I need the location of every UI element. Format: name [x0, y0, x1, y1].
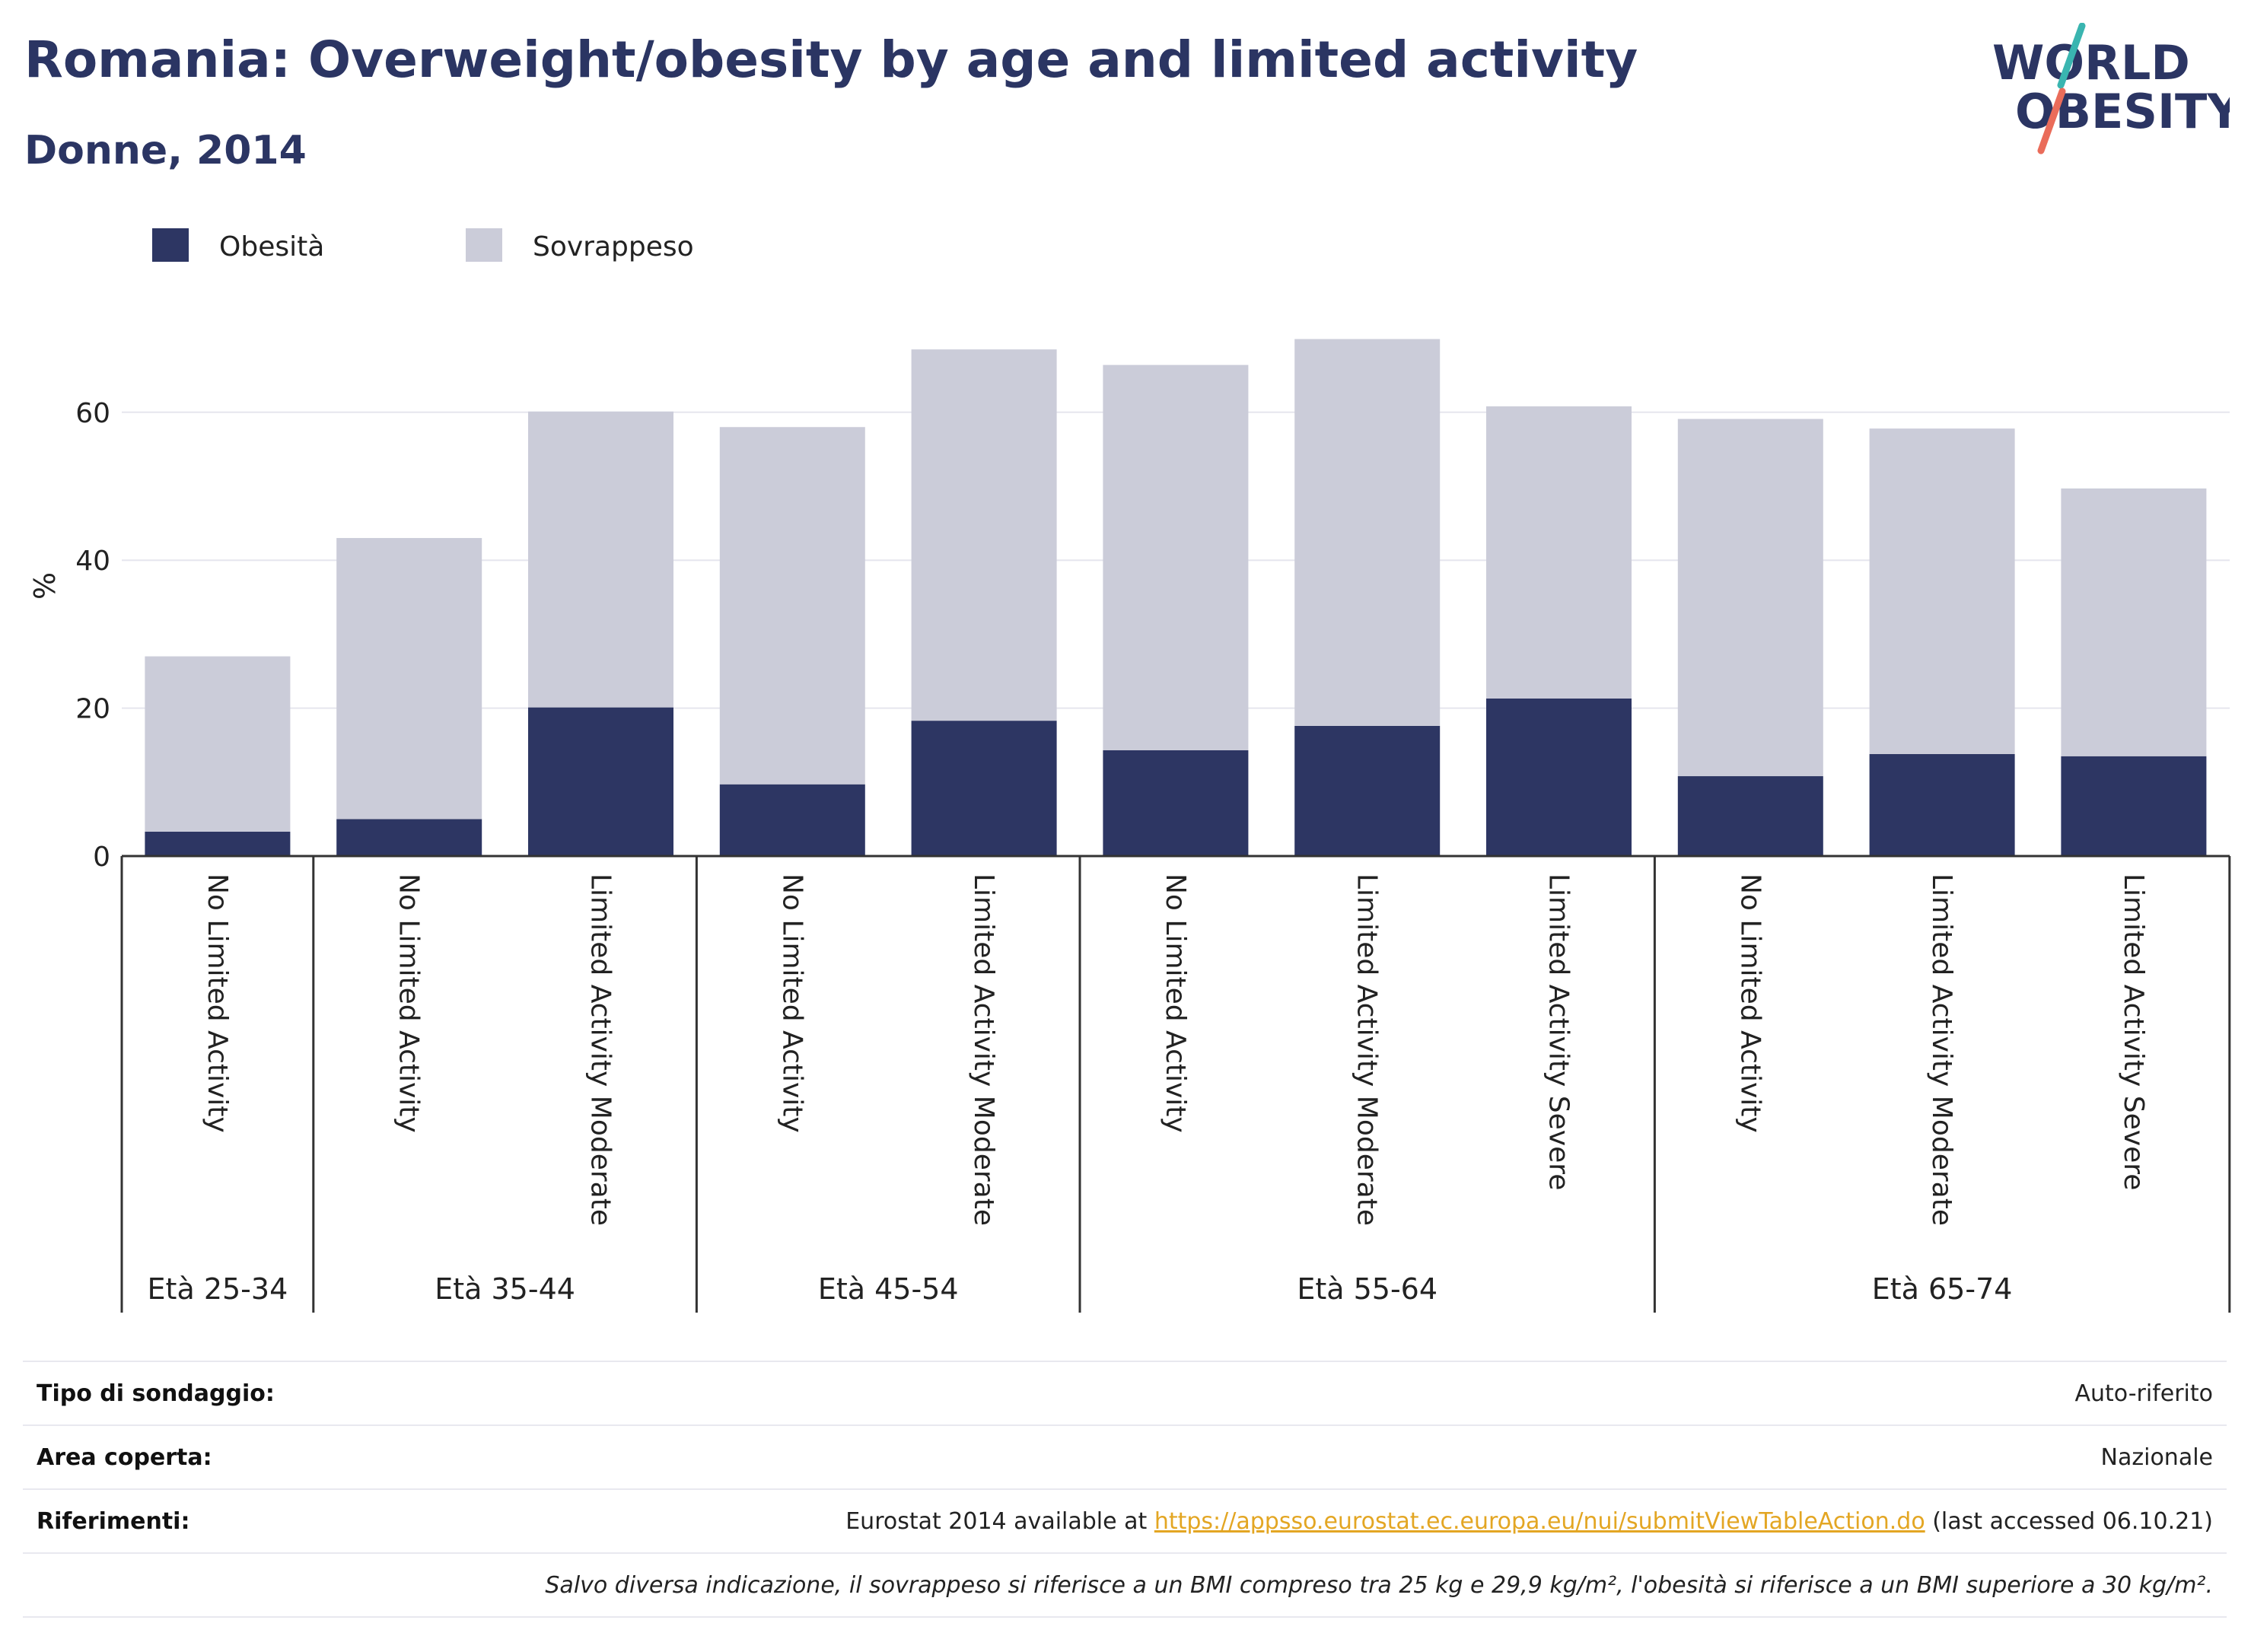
bar-obesity [336, 819, 482, 856]
x-category-label: No Limited Activity [393, 874, 425, 1133]
y-tick-label: 20 [75, 694, 110, 725]
x-category-label: No Limited Activity [1160, 874, 1191, 1133]
x-group-label: Età 55-64 [1297, 1272, 1438, 1306]
info-row-references: Riferimenti: Eurostat 2014 available at … [23, 1488, 2227, 1553]
logo-word-world: WORLD [1992, 35, 2190, 91]
bar-obesity [1677, 776, 1823, 856]
references-label: Riferimenti: [23, 1488, 376, 1553]
bar-overweight [1486, 406, 1632, 699]
x-category-label: Limited Activity Moderate [1926, 874, 1957, 1226]
x-category-label: Limited Activity Severe [1543, 874, 1574, 1190]
x-category-label: No Limited Activity [202, 874, 233, 1133]
world-obesity-logo: WORLD OBESITY [1992, 23, 2230, 154]
bar-obesity [719, 784, 865, 856]
bar-obesity [911, 721, 1057, 856]
y-tick-label: 0 [93, 842, 110, 873]
bar-overweight [1103, 364, 1249, 751]
y-axis-ticks: 0 20 40 60 [75, 398, 110, 873]
survey-type-label: Tipo di sondaggio: [23, 1361, 376, 1425]
x-category-label: No Limited Activity [776, 874, 807, 1133]
bar-obesity [1294, 725, 1441, 856]
y-tick-label: 40 [75, 546, 110, 577]
bar-obesity [528, 707, 673, 856]
logo-slash-coral [2037, 88, 2066, 154]
bar-obesity [1869, 753, 2015, 856]
bar-overweight [1869, 428, 2015, 754]
x-category-label: Limited Activity Moderate [968, 874, 999, 1226]
x-group-label: Età 45-54 [818, 1272, 959, 1306]
info-row-survey-type: Tipo di sondaggio: Auto-riferito [23, 1361, 2227, 1425]
x-category-label: Limited Activity Moderate [585, 874, 616, 1226]
bar-obesity [1486, 698, 1632, 856]
page-title: Romania: Overweight/obesity by age and l… [24, 30, 1638, 89]
bar-overweight [719, 427, 865, 785]
x-axis [120, 855, 2231, 1313]
references-suffix: (last accessed 06.10.21) [1925, 1507, 2213, 1535]
coverage-value: Nazionale [375, 1424, 2227, 1489]
bar-overweight [145, 656, 291, 832]
info-table: Tipo di sondaggio: Auto-riferito Area co… [23, 1361, 2227, 1618]
x-category-label: Limited Activity Severe [2118, 874, 2149, 1190]
page-subtitle: Donne, 2014 [24, 128, 307, 173]
coverage-label: Area coperta: [23, 1424, 376, 1489]
survey-type-value: Auto-riferito [375, 1361, 2227, 1425]
bar-obesity [1103, 750, 1249, 856]
x-category-label: Limited Activity Moderate [1352, 874, 1383, 1226]
bmi-note: Salvo diversa indicazione, il sovrappeso… [23, 1552, 2227, 1618]
legend-swatch-obesity [152, 228, 189, 262]
bars [145, 339, 2207, 856]
bar-overweight [2061, 488, 2207, 756]
x-axis-group-labels: Età 25-34 Età 35-44 Età 45-54 Età 55-64 Età … [148, 1272, 2013, 1306]
bar-overweight [1294, 339, 1441, 726]
legend: Obesità Sovrappeso [152, 228, 694, 263]
bar-overweight [528, 411, 673, 708]
y-axis-label: % [28, 572, 62, 600]
bar-overweight [336, 538, 482, 820]
bar-obesity [145, 831, 291, 856]
legend-label-obesity: Obesità [219, 231, 324, 263]
bar-obesity [2061, 756, 2207, 856]
legend-swatch-overweight [466, 228, 502, 262]
references-prefix: Eurostat 2014 available at [845, 1507, 1154, 1535]
x-group-label: Età 65-74 [1872, 1272, 2013, 1306]
references-value: Eurostat 2014 available at https://appss… [375, 1488, 2227, 1553]
x-category-label: No Limited Activity [1734, 874, 1765, 1133]
info-row-coverage: Area coperta: Nazionale [23, 1424, 2227, 1489]
chart: Obesità Sovrappeso 0 20 40 60 % No Limited A… [28, 228, 2231, 1313]
x-group-label: Età 35-44 [435, 1272, 575, 1306]
legend-label-overweight: Sovrappeso [533, 231, 694, 263]
x-axis-category-labels: No Limited Activity No Limited Activity Li… [202, 874, 2149, 1226]
info-row-note: Salvo diversa indicazione, il sovrappeso… [23, 1552, 2227, 1618]
x-group-label: Età 25-34 [148, 1272, 288, 1306]
bar-overweight [911, 349, 1057, 721]
bar-overweight [1677, 419, 1823, 777]
y-tick-label: 60 [75, 398, 110, 429]
references-link[interactable]: https://appsso.eurostat.ec.europa.eu/nui… [1154, 1507, 1925, 1535]
logo-slash-teal [2057, 23, 2086, 89]
